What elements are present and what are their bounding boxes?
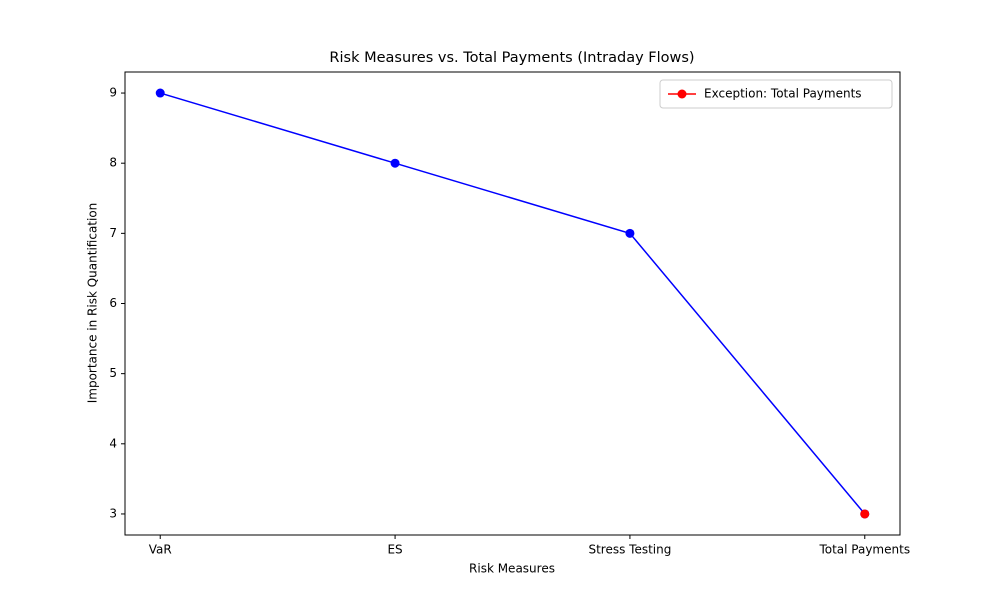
legend-box [659, 79, 893, 109]
legend-label: Exception: Total Payments [704, 87, 862, 101]
line [160, 92, 866, 515]
y-axis-label: Importance in Risk Quantification [86, 203, 100, 404]
y-tick-label: 8 [109, 156, 117, 170]
y-tick-label: 5 [109, 366, 117, 380]
y-tick-label: 6 [109, 296, 117, 310]
x-tick-label: Total Payments [818, 543, 910, 557]
x-axis-label: Risk Measures [469, 562, 555, 576]
y-tick-label: 7 [109, 226, 117, 240]
point [155, 88, 165, 98]
point [390, 158, 400, 168]
y-tick-label: 9 [109, 86, 117, 100]
y-tick-label: 4 [109, 436, 117, 450]
plot-frame [124, 71, 901, 536]
legend-marker [677, 89, 687, 99]
x-tick-label: VaR [149, 543, 172, 557]
chart-title: Risk Measures vs. Total Payments (Intrad… [329, 50, 694, 66]
point [860, 509, 870, 519]
x-tick-label: Stress Testing [588, 543, 671, 557]
x-tick-label: ES [387, 543, 402, 557]
point [625, 228, 635, 238]
y-tick-label: 3 [109, 506, 117, 520]
